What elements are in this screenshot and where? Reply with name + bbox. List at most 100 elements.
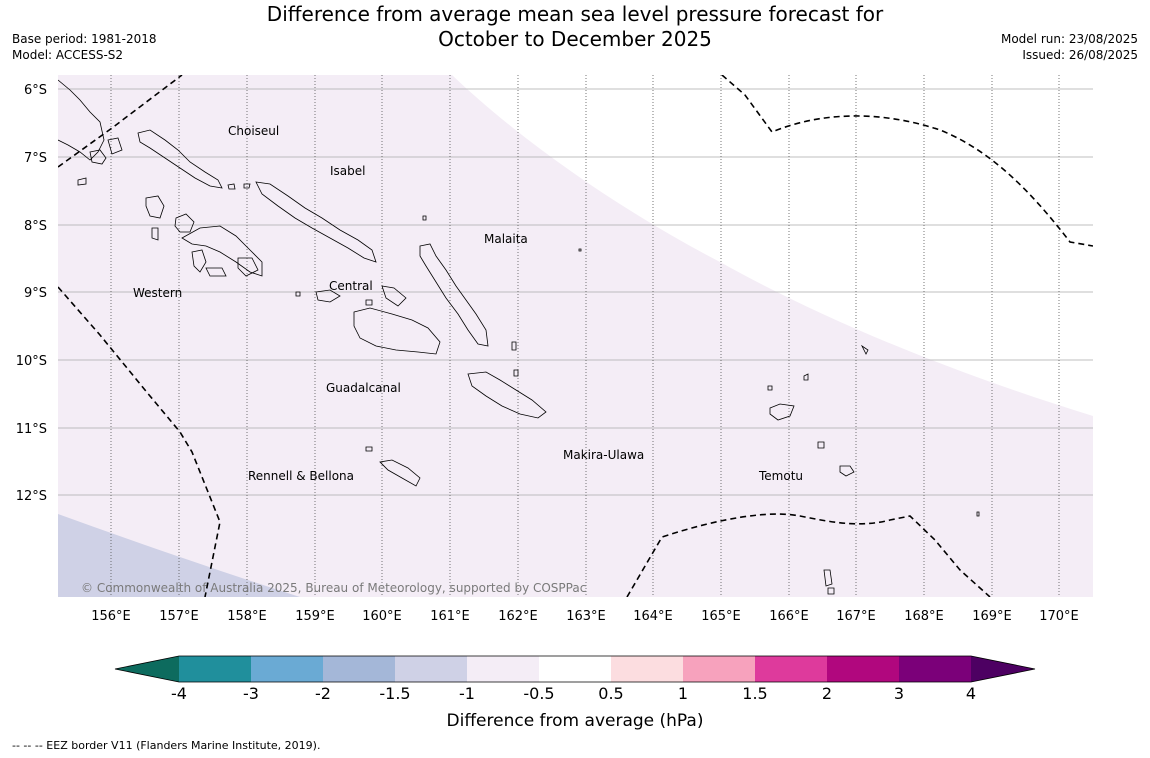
lon-label: 165°E [701, 609, 741, 624]
colorbar-tick: 1.5 [742, 684, 767, 703]
colorbar-segment [755, 656, 827, 682]
colorbar-segment [539, 656, 611, 682]
colorbar-extend-low [115, 656, 179, 682]
lon-label: 157°E [159, 609, 199, 624]
lat-labels: 6°S 7°S 8°S 9°S 10°S 11°S 12°S [16, 83, 47, 504]
island-ulawa [513, 369, 519, 377]
island-malaita [419, 243, 489, 347]
lon-label: 170°E [1039, 609, 1079, 624]
label-malaita: Malaita [484, 232, 528, 246]
region-labels: Choiseul Isabel Malaita Western Central … [133, 124, 803, 483]
anomaly-field-lavender [58, 514, 300, 597]
colorbar-label: Difference from average (hPa) [447, 711, 704, 731]
island-vanikoro [839, 465, 855, 477]
lon-label: 166°E [769, 609, 809, 624]
colorbar-tick: 3 [894, 684, 904, 703]
lon-label: 168°E [904, 609, 944, 624]
gridlines [58, 88, 1093, 496]
colorbar-segment [323, 656, 395, 682]
island-shortland [107, 137, 123, 155]
colorbar-segment [395, 656, 467, 682]
island-tetepare [205, 267, 227, 277]
map-area: Choiseul Isabel Malaita Western Central … [58, 75, 1093, 597]
colorbar-segment [251, 656, 323, 682]
colorbar-segment [683, 656, 755, 682]
lon-label: 160°E [362, 609, 402, 624]
island-utupua [817, 441, 825, 449]
colorbar-tick: 2 [822, 684, 832, 703]
lon-label: 162°E [498, 609, 538, 624]
island-savo [365, 299, 373, 306]
island-choiseul-islets [227, 183, 251, 190]
label-rennell-bellona: Rennell & Bellona [248, 469, 354, 483]
lon-label: 163°E [566, 609, 606, 624]
island-rendova [191, 249, 207, 273]
islands [58, 79, 980, 595]
colorbar-segment [827, 656, 899, 682]
map-background [58, 75, 1093, 597]
island-guadalcanal [353, 307, 441, 355]
colorbar-extend-high [971, 656, 1035, 682]
issued-date: Issued: 26/08/2025 [1022, 48, 1138, 62]
colorbar-tick: 0.5 [598, 684, 623, 703]
lat-label: 7°S [24, 151, 47, 166]
model-name: Model: ACCESS-S2 [12, 48, 124, 62]
label-central: Central [329, 279, 373, 293]
lat-label: 10°S [16, 354, 47, 369]
title-line-2: October to December 2025 [438, 27, 712, 51]
island-bellona [365, 446, 373, 452]
colorbar-tick: -1 [459, 684, 475, 703]
meta-left: Base period: 1981-2018 Model: ACCESS-S2 [12, 31, 157, 63]
island-nggela [315, 289, 341, 303]
colorbar-tick: -3 [243, 684, 259, 703]
label-isabel: Isabel [330, 164, 365, 178]
colorbar-segment [467, 656, 539, 682]
meridians [110, 75, 1060, 597]
model-run: Model run: 23/08/2025 [1000, 32, 1138, 46]
island-vangunu [237, 257, 259, 277]
island-makira [467, 371, 547, 419]
lon-label: 159°E [295, 609, 335, 624]
island-choiseul [137, 129, 223, 189]
lat-label: 12°S [16, 489, 47, 504]
copyright-text: © Commonwealth of Australia 2025, Bureau… [81, 581, 586, 595]
label-guadalcanal: Guadalcanal [326, 381, 401, 395]
colorbar-segment [179, 656, 251, 682]
meta-right: Model run: 23/08/2025 Issued: 26/08/2025 [1001, 31, 1138, 63]
lon-label: 161°E [430, 609, 470, 624]
anomaly-field-light [58, 75, 1093, 597]
island-vella-lavella [145, 195, 165, 219]
island-anuta [823, 569, 835, 595]
lon-label: 158°E [227, 609, 267, 624]
label-western: Western [133, 286, 182, 300]
lon-label: 156°E [91, 609, 131, 624]
island-reef-islets [860, 344, 980, 517]
colorbar-tick: -2 [315, 684, 331, 703]
label-temotu: Temotu [758, 469, 803, 483]
chart-title: Difference from average mean sea level p… [0, 2, 1150, 52]
base-period: Base period: 1981-2018 [12, 32, 157, 46]
colorbar: -4 -3 -2 -1.5 -1 -0.5 0.5 1 1.5 2 3 4 Di… [114, 655, 1036, 731]
colorbar-outline [114, 655, 1036, 683]
island-ranongga [151, 227, 159, 241]
lon-label: 169°E [972, 609, 1012, 624]
lon-label: 164°E [633, 609, 673, 624]
colorbar-tick: 4 [966, 684, 976, 703]
island-kolombangara [174, 213, 195, 233]
island-bougainville-south [89, 149, 107, 165]
island-nggela-east [381, 285, 407, 307]
island-rennell [379, 459, 421, 487]
island-temotu-north [767, 373, 809, 391]
label-choiseul: Choiseul [228, 124, 279, 138]
island-islet-north [422, 215, 582, 252]
island-bougainville [58, 79, 105, 161]
title-line-1: Difference from average mean sea level p… [266, 2, 884, 26]
island-new-georgia [181, 225, 263, 277]
island-russell [295, 291, 301, 297]
colorbar-tick: -4 [171, 684, 187, 703]
colorbar-segment [899, 656, 971, 682]
lon-labels: 156°E 157°E 158°E 159°E 160°E 161°E 162°… [91, 609, 1079, 624]
lon-label: 167°E [836, 609, 876, 624]
island-small-west [77, 177, 87, 186]
